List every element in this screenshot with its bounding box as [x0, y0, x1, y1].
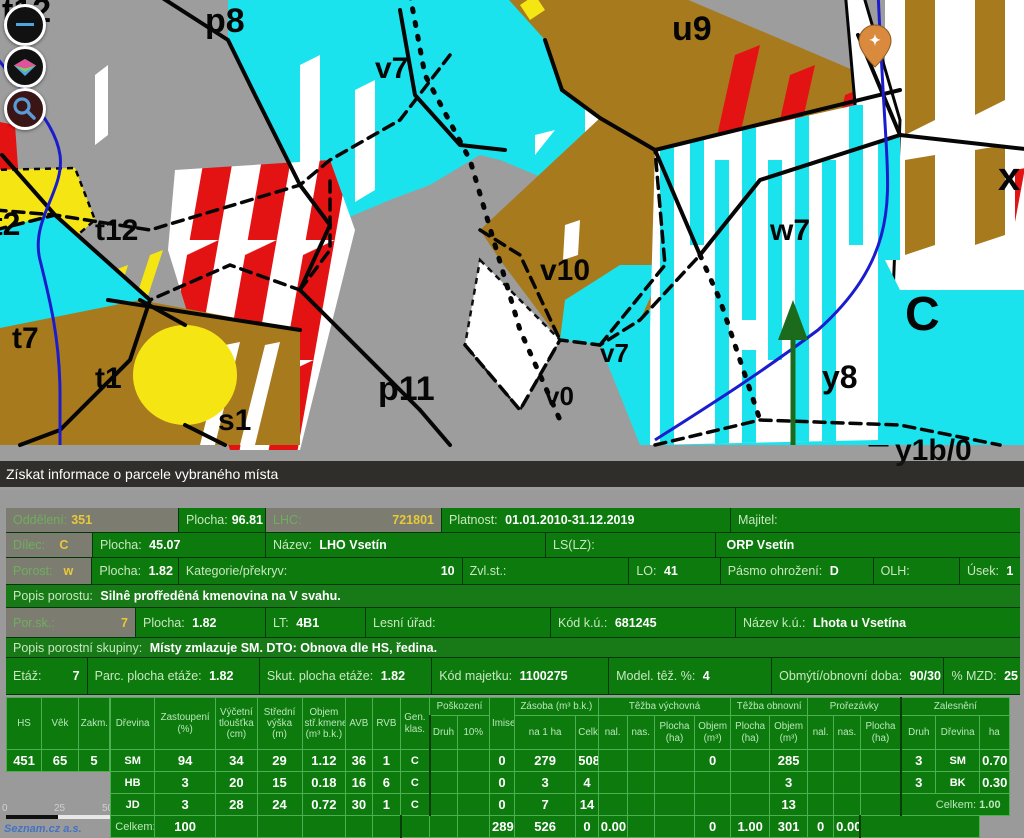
svg-text:t7: t7 [12, 322, 39, 355]
svg-text:t1: t1 [95, 362, 122, 395]
svg-text:C: C [905, 288, 940, 341]
svg-text:v7: v7 [600, 338, 629, 368]
svg-text:p11: p11 [378, 370, 435, 408]
svg-text:p8: p8 [205, 2, 245, 40]
svg-text:s1: s1 [218, 404, 251, 437]
svg-text:0: 0 [2, 803, 8, 814]
svg-text:x: x [998, 155, 1020, 199]
svg-text:v7: v7 [375, 52, 408, 85]
svg-text:✦: ✦ [869, 32, 881, 48]
svg-text:v0: v0 [545, 381, 574, 411]
svg-text:Seznam.cz a.s.: Seznam.cz a.s. [4, 823, 82, 835]
svg-text:y8: y8 [822, 359, 858, 395]
svg-text:w7: w7 [769, 214, 810, 247]
svg-text:u9: u9 [672, 10, 712, 48]
svg-text:t2: t2 [0, 206, 20, 242]
svg-text:v10: v10 [540, 254, 590, 287]
svg-text:t12: t12 [95, 214, 138, 247]
svg-text:25: 25 [54, 803, 66, 814]
